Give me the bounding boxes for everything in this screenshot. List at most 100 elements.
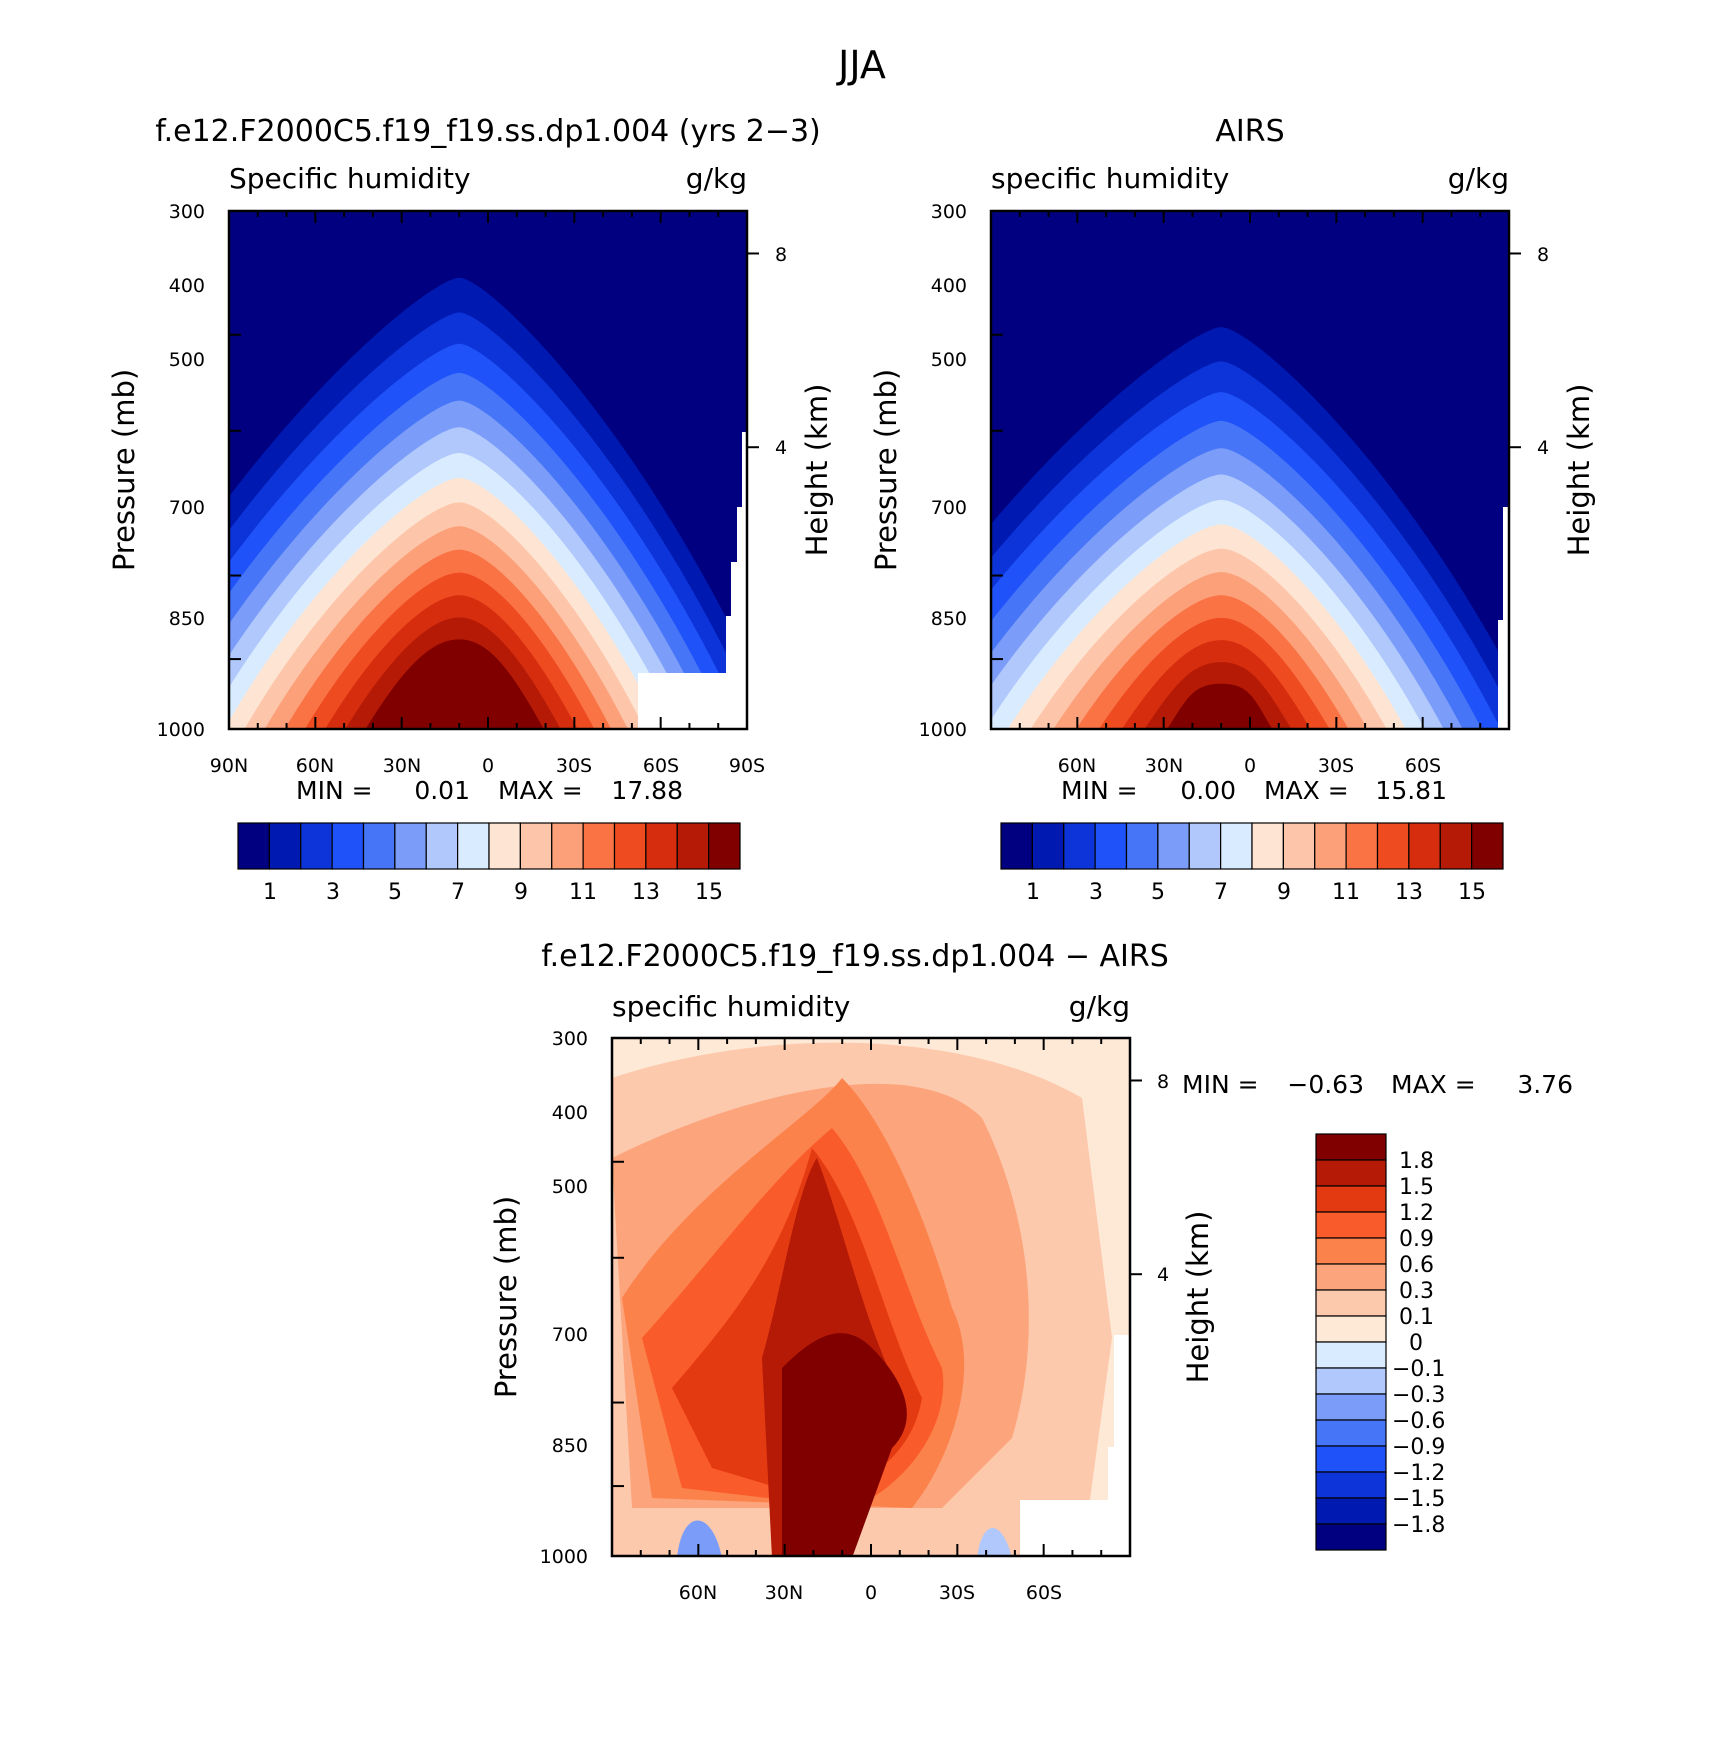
colorbar-label: 0.6 (1399, 1253, 1434, 1278)
x-tick-label: 30S (1318, 755, 1354, 777)
y2-tick-label: 8 (1537, 244, 1549, 266)
colorbar: 1 3 5 7 9 11 13 15 (237, 822, 741, 905)
colorbar-swatch (1471, 822, 1504, 870)
contour-field (229, 211, 747, 729)
y-tick-label: 700 (931, 497, 967, 519)
y-tick-label: 500 (169, 349, 205, 371)
y2-tick-label: 4 (1537, 437, 1549, 459)
colorbar-label: −0.1 (1392, 1357, 1445, 1382)
stats-line: MIN = 0.01 MAX = 17.88 (296, 776, 683, 805)
colorbar-label: 7 (1214, 880, 1228, 905)
colorbar-swatch (331, 822, 365, 870)
y-tick-label: 1000 (157, 719, 205, 741)
colorbar-swatch (268, 822, 302, 870)
variable-label: Specific humidity (229, 162, 471, 195)
colorbar-label: 13 (1395, 880, 1423, 905)
colorbar-swatch (1315, 1393, 1387, 1421)
colorbar-swatch (582, 822, 616, 870)
y-tick-label: 850 (931, 608, 967, 630)
y-tick-label: 850 (552, 1435, 588, 1457)
y-tick-label: 300 (552, 1028, 588, 1050)
colorbar-swatch (1315, 1211, 1387, 1239)
min-value: 0.00 (1180, 776, 1236, 805)
colorbar-swatch (1315, 1133, 1387, 1161)
colorbar-label: −0.9 (1392, 1435, 1445, 1460)
figure-title: JJA (836, 43, 886, 87)
colorbar-label: 15 (695, 880, 723, 905)
missing-data-mask (1498, 507, 1509, 729)
x-tick-label: 60N (1058, 755, 1096, 777)
colorbar-swatch (1315, 1185, 1387, 1213)
x-tick-label: 60S (643, 755, 679, 777)
colorbar-label: 15 (1458, 880, 1486, 905)
x-tick-label: 90N (210, 755, 248, 777)
y2-tick-label: 8 (1157, 1071, 1169, 1093)
y2-tick-label: 8 (775, 244, 787, 266)
y-axis-label: Pressure (mb) (489, 1196, 523, 1398)
missing-data-mask (1020, 1335, 1130, 1556)
y2-axis-label: Height (km) (800, 384, 834, 557)
colorbar-swatch (1315, 1497, 1387, 1525)
colorbar: 1.8 1.5 1.2 0.9 0.6 0.3 0.1 0 −0.1 −0.3 … (1315, 1133, 1445, 1551)
stats-line: MIN = −0.63 MAX = 3.76 (1182, 1070, 1573, 1099)
y-tick-label: 700 (552, 1324, 588, 1346)
colorbar-label: 5 (388, 880, 402, 905)
variable-label: specific humidity (991, 162, 1229, 195)
colorbar-swatch (1157, 822, 1190, 870)
x-axis: 60N 30N 0 30S 60S (679, 1582, 1062, 1604)
colorbar-swatch (1439, 822, 1473, 870)
contour-band (677, 1520, 722, 1556)
colorbar-swatch (1000, 822, 1033, 870)
contour-band (365, 639, 544, 729)
colorbar: 1 3 5 7 9 11 13 15 (1000, 822, 1504, 905)
contour-band (977, 1528, 1012, 1556)
colorbar-label: −1.2 (1392, 1461, 1445, 1486)
max-value: 3.76 (1517, 1070, 1573, 1099)
colorbar-swatch (394, 822, 427, 870)
x-tick-label: 0 (865, 1582, 877, 1604)
stats-line: MIN = 0.00 MAX = 15.81 (1061, 776, 1447, 805)
y-tick-label: 400 (931, 275, 967, 297)
colorbar-label: 0.9 (1399, 1227, 1434, 1252)
colorbar-label: 0.3 (1399, 1279, 1434, 1304)
colorbar-label: 0 (1409, 1331, 1423, 1356)
colorbar-swatch (1315, 1445, 1387, 1473)
colorbar-swatch (708, 822, 741, 870)
variable-label: specific humidity (612, 990, 850, 1023)
x-axis: 90N 60N 30N 0 30S 60S 90S (210, 755, 765, 777)
max-value: 17.88 (611, 776, 683, 805)
min-value: 0.01 (414, 776, 470, 805)
x-tick-label: 60N (296, 755, 334, 777)
colorbar-label: 5 (1151, 880, 1165, 905)
x-tick-label: 0 (482, 755, 494, 777)
contour-band (1167, 683, 1273, 729)
y2-axis: 8 4 Height (km) (775, 244, 834, 556)
colorbar-swatch (1315, 1289, 1387, 1317)
colorbar-label: 11 (569, 880, 597, 905)
colorbar-swatch (1031, 822, 1065, 870)
y2-axis-label: Height (km) (1562, 384, 1596, 557)
y-tick-label: 1000 (540, 1546, 588, 1568)
colorbar-label: −0.3 (1392, 1383, 1445, 1408)
x-tick-label: 30S (939, 1582, 975, 1604)
panel-difference: f.e12.F2000C5.f19_f19.ss.dp1.004 − AIRS … (489, 939, 1573, 1604)
panel-title: AIRS (1215, 114, 1284, 149)
panel-title: f.e12.F2000C5.f19_f19.ss.dp1.004 − AIRS (541, 939, 1169, 974)
y-tick-label: 500 (552, 1176, 588, 1198)
colorbar-swatch (425, 822, 459, 870)
colorbar-swatch (1220, 822, 1253, 870)
y-axis: 300 400 500 700 850 1000 Pressure (mb) (869, 201, 967, 741)
colorbar-label: −1.5 (1392, 1487, 1445, 1512)
colorbar-swatch (1315, 1159, 1387, 1187)
units-label: g/kg (686, 162, 747, 195)
min-label: MIN = (1061, 776, 1138, 805)
contour-band (782, 1333, 907, 1556)
colorbar-swatch (519, 822, 553, 870)
max-label: MAX = (1391, 1070, 1476, 1099)
colorbar-label: 9 (514, 880, 528, 905)
panel-airs: AIRS specific humidity g/kg 300 400 500 … (869, 114, 1596, 905)
colorbar-swatch (1125, 822, 1159, 870)
colorbar-swatch (1315, 1471, 1387, 1499)
min-value: −0.63 (1287, 1070, 1364, 1099)
